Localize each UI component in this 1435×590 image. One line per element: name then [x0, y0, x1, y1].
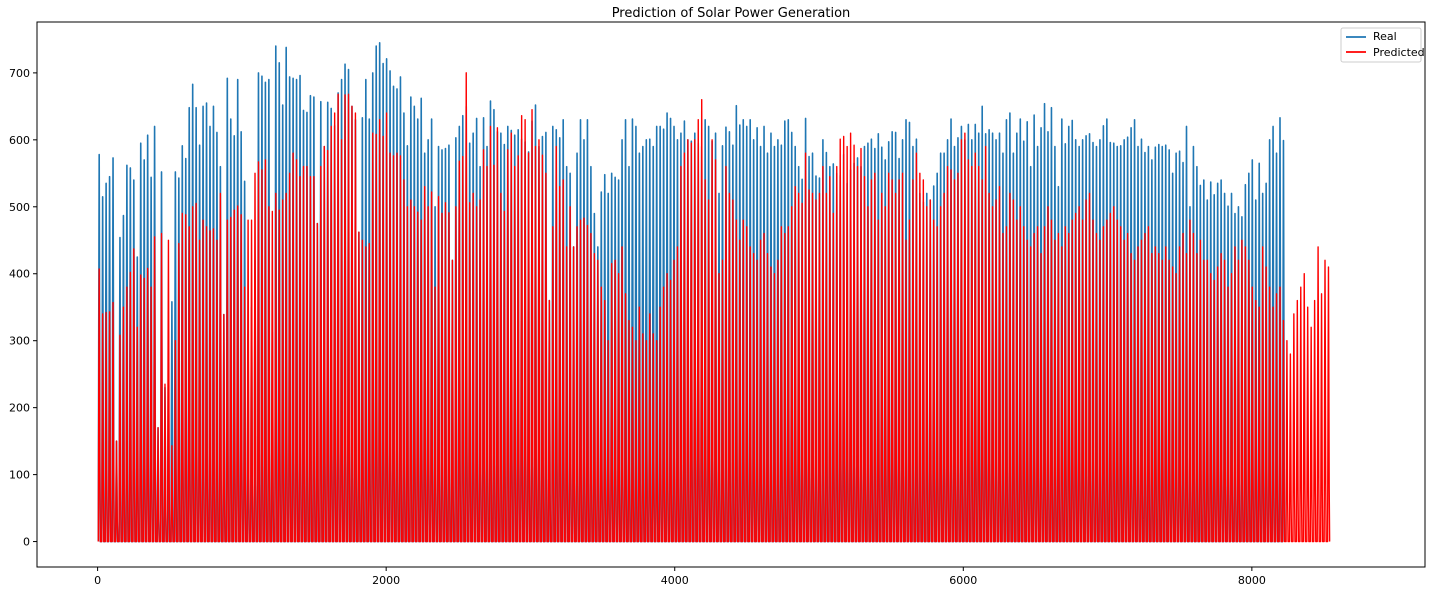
- y-tick-label: 700: [9, 67, 30, 80]
- y-axis: 0 100 200 300 400 500 600 700: [9, 67, 37, 549]
- y-tick-label: 400: [9, 268, 30, 281]
- x-tick-label: 0: [94, 574, 101, 587]
- series-predicted: [97, 72, 1331, 543]
- plot-area: [97, 41, 1331, 543]
- x-axis: 0 2000 4000 6000 8000: [94, 567, 1266, 587]
- x-tick-label: 8000: [1238, 574, 1266, 587]
- legend: Real Predicted: [1340, 27, 1425, 63]
- y-tick-label: 200: [9, 402, 30, 415]
- x-tick-label: 4000: [661, 574, 689, 587]
- chart-title: Prediction of Solar Power Generation: [612, 6, 851, 21]
- y-tick-label: 300: [9, 335, 30, 348]
- x-tick-label: 6000: [949, 574, 977, 587]
- y-tick-label: 600: [9, 134, 30, 147]
- y-tick-label: 0: [23, 536, 30, 549]
- axes-frame: [36, 21, 1426, 568]
- y-tick-label: 500: [9, 201, 30, 214]
- y-tick-label: 100: [9, 469, 30, 482]
- legend-label-real: Real: [1373, 30, 1397, 43]
- legend-label-predicted: Predicted: [1373, 46, 1425, 59]
- series-line-predicted: [97, 72, 1331, 543]
- x-tick-label: 2000: [372, 574, 400, 587]
